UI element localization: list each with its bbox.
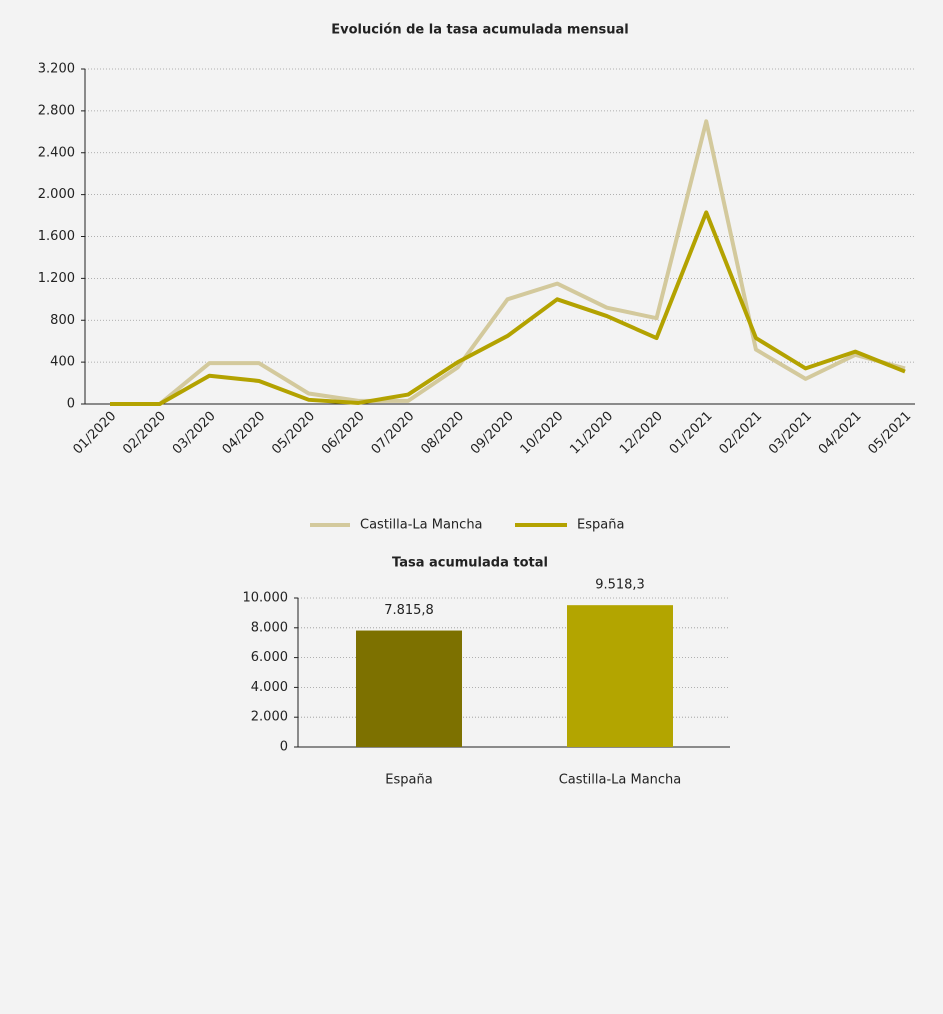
y-tick-label: 400	[50, 355, 75, 370]
bar	[567, 605, 673, 747]
y-tick-label: 4.000	[251, 680, 288, 695]
legend-label: España	[577, 518, 624, 533]
chart-title: Tasa acumulada total	[392, 556, 548, 571]
y-tick-label: 0	[280, 740, 288, 755]
x-tick-label: Castilla-La Mancha	[559, 773, 682, 788]
line-series	[110, 119, 906, 406]
y-tick-label: 800	[50, 313, 75, 328]
chart-title: Evolución de la tasa acumulada mensual	[331, 23, 629, 38]
y-tick-label: 2.000	[38, 187, 75, 202]
y-tick-label: 2.000	[251, 710, 288, 725]
legend-label: Castilla-La Mancha	[360, 518, 483, 533]
value-label: 7.815,8	[384, 603, 434, 618]
y-tick-label: 1.200	[38, 271, 75, 286]
line-series	[110, 210, 906, 406]
y-tick-label: 6.000	[251, 650, 288, 665]
value-label: 9.518,3	[595, 578, 645, 593]
x-tick-label: España	[385, 773, 432, 788]
y-tick-label: 0	[67, 397, 75, 412]
y-tick-label: 2.400	[38, 145, 75, 160]
y-tick-label: 8.000	[251, 620, 288, 635]
bar	[356, 630, 462, 747]
y-tick-label: 10.000	[243, 591, 289, 606]
y-tick-label: 1.600	[38, 229, 75, 244]
y-tick-label: 3.200	[38, 62, 75, 77]
y-tick-label: 2.800	[38, 103, 75, 118]
